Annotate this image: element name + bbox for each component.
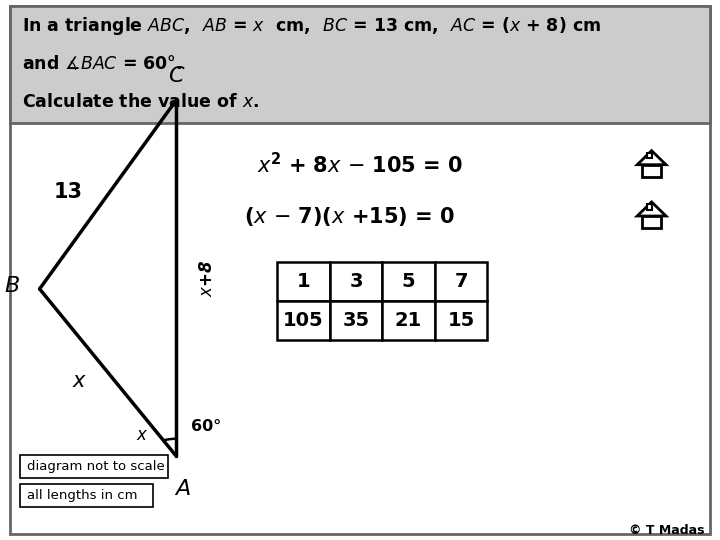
Bar [20,455,168,478]
Text: Calculate the value of $\boldsymbol{\mathit{x}}$.: Calculate the value of $\boldsymbol{\mat… [22,93,258,111]
Text: 13: 13 [54,181,83,202]
Text: 3: 3 [349,272,363,291]
Bar [20,484,153,507]
Text: 5: 5 [402,272,415,291]
Text: 1: 1 [297,272,310,291]
Text: $\boldsymbol{\mathit{x}}$: $\boldsymbol{\mathit{x}}$ [72,370,86,391]
Text: $\boldsymbol{\mathit{x}}$+8: $\boldsymbol{\mathit{x}}$+8 [197,260,216,296]
Text: 105: 105 [283,310,324,330]
Bar [330,301,382,340]
Text: $\boldsymbol{\mathit{C}}$: $\boldsymbol{\mathit{C}}$ [168,66,185,86]
Text: and $\measuredangle\boldsymbol{\mathit{BAC}}$ = 60°.: and $\measuredangle\boldsymbol{\mathit{B… [22,54,182,73]
Bar [647,153,652,158]
Bar [435,262,487,301]
Text: 21: 21 [395,310,422,330]
Text: $\boldsymbol{\mathit{x}}$: $\boldsymbol{\mathit{x}}$ [135,426,148,444]
Bar [647,204,652,210]
Bar [382,301,435,340]
Text: 7: 7 [454,272,468,291]
Text: ($\boldsymbol{\mathit{x}}$ $-$ 7)($\boldsymbol{\mathit{x}}$ +15) = 0: ($\boldsymbol{\mathit{x}}$ $-$ 7)($\bold… [244,205,454,227]
Bar [10,6,710,123]
Bar [642,216,661,228]
Text: In a triangle $\boldsymbol{\mathit{ABC}}$,  $\boldsymbol{\mathit{AB}}$ = $\bolds: In a triangle $\boldsymbol{\mathit{ABC}}… [22,15,600,37]
Text: 60°: 60° [191,419,221,434]
Bar [277,262,330,301]
Text: $\boldsymbol{\mathit{A}}$: $\boldsymbol{\mathit{A}}$ [174,479,191,499]
Bar [642,165,661,177]
Text: © T Madas: © T Madas [629,524,704,537]
Text: 35: 35 [343,310,369,330]
Bar [277,301,330,340]
Text: diagram not to scale: diagram not to scale [27,460,165,473]
Text: all lengths in cm: all lengths in cm [27,489,138,502]
Text: $\boldsymbol{\mathit{B}}$: $\boldsymbol{\mathit{B}}$ [4,276,19,296]
Bar [382,262,435,301]
Bar [435,301,487,340]
Bar [330,262,382,301]
Text: $\boldsymbol{\mathit{x}}^{\mathbf{2}}$ + 8$\boldsymbol{\mathit{x}}$ $-$ 105 = 0: $\boldsymbol{\mathit{x}}^{\mathbf{2}}$ +… [257,152,463,177]
Text: 15: 15 [448,310,474,330]
